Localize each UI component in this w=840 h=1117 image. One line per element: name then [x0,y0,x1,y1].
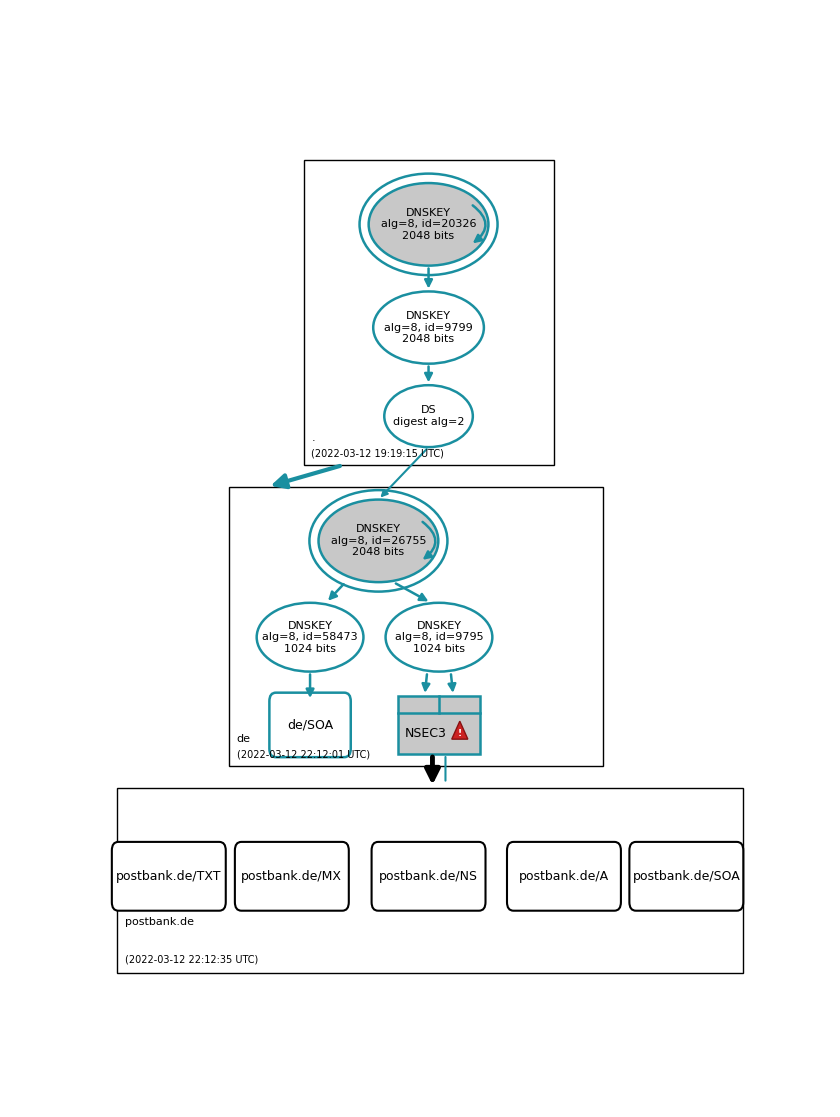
Text: (2022-03-12 19:19:15 UTC): (2022-03-12 19:19:15 UTC) [312,449,444,459]
Text: DNSKEY
alg=8, id=9799
2048 bits: DNSKEY alg=8, id=9799 2048 bits [384,311,473,344]
FancyBboxPatch shape [507,842,621,910]
Text: !: ! [458,729,462,738]
Polygon shape [452,722,468,739]
Text: de/SOA: de/SOA [287,718,333,732]
FancyBboxPatch shape [371,842,486,910]
FancyBboxPatch shape [629,842,743,910]
Bar [398,696,480,754]
Text: (2022-03-12 22:12:35 UTC): (2022-03-12 22:12:35 UTC) [124,954,258,964]
Text: DNSKEY
alg=8, id=9795
1024 bits: DNSKEY alg=8, id=9795 1024 bits [395,621,483,653]
Ellipse shape [257,603,364,671]
FancyBboxPatch shape [112,842,226,910]
Text: postbank.de/MX: postbank.de/MX [241,870,343,882]
FancyBboxPatch shape [235,842,349,910]
Text: .: . [312,433,315,443]
Ellipse shape [386,603,492,671]
FancyBboxPatch shape [270,693,351,757]
Bar [228,487,603,766]
Ellipse shape [384,385,473,447]
Bar [303,160,554,465]
Text: NSEC3: NSEC3 [405,727,447,741]
Text: de: de [237,734,250,744]
Text: DNSKEY
alg=8, id=20326
2048 bits: DNSKEY alg=8, id=20326 2048 bits [381,208,476,241]
Text: postbank.de/SOA: postbank.de/SOA [633,870,740,882]
Text: DNSKEY
alg=8, id=58473
1024 bits: DNSKEY alg=8, id=58473 1024 bits [262,621,358,653]
Ellipse shape [369,183,488,266]
Text: (2022-03-12 22:12:01 UTC): (2022-03-12 22:12:01 UTC) [237,750,370,760]
Text: DNSKEY
alg=8, id=26755
2048 bits: DNSKEY alg=8, id=26755 2048 bits [331,524,426,557]
Text: postbank.de/A: postbank.de/A [519,870,609,882]
Text: DS
digest alg=2: DS digest alg=2 [393,405,465,427]
Bar [117,787,743,973]
Text: postbank.de/TXT: postbank.de/TXT [116,870,222,882]
Ellipse shape [373,292,484,364]
Ellipse shape [318,499,438,582]
Text: postbank.de: postbank.de [124,917,193,927]
Text: postbank.de/NS: postbank.de/NS [379,870,478,882]
